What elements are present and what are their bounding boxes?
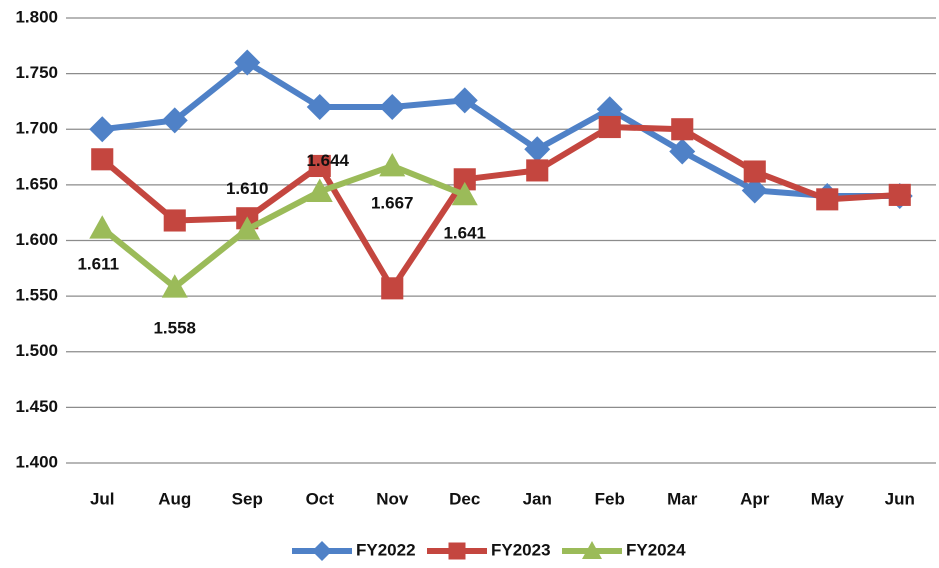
marker	[89, 116, 116, 143]
marker	[816, 188, 839, 211]
x-tick-label: Nov	[376, 489, 409, 508]
x-tick-label: Oct	[306, 489, 335, 508]
marker	[161, 274, 188, 298]
marker	[89, 215, 116, 239]
y-tick-label: 1.400	[15, 452, 58, 471]
marker	[888, 183, 911, 206]
marker	[306, 178, 333, 202]
y-tick-label: 1.500	[15, 341, 58, 360]
x-tick-label: Jun	[885, 489, 915, 508]
marker	[379, 94, 406, 120]
series-line	[100, 124, 900, 292]
marker	[306, 94, 333, 120]
legend-label: FY2022	[356, 540, 416, 559]
marker	[451, 181, 478, 206]
y-tick-label: 1.650	[15, 174, 58, 193]
y-tick-label: 1.550	[15, 286, 58, 305]
x-tick-label: Aug	[158, 489, 191, 508]
x-tick-label: Jan	[523, 489, 552, 508]
marker	[308, 154, 331, 178]
marker	[381, 277, 404, 300]
data-label: 1.641	[443, 223, 486, 242]
marker	[379, 152, 406, 177]
marker	[163, 209, 186, 232]
marker	[161, 107, 188, 134]
marker	[234, 49, 261, 76]
marker	[526, 159, 549, 182]
marker	[312, 541, 332, 561]
marker	[582, 541, 602, 559]
x-tick-label: Sep	[232, 489, 263, 508]
marker	[743, 160, 766, 183]
marker	[669, 138, 696, 165]
y-tick-label: 1.700	[15, 119, 58, 138]
x-tick-label: Jul	[90, 489, 115, 508]
x-tick-label: Dec	[449, 489, 480, 508]
marker	[741, 177, 768, 204]
data-label: 1.644	[306, 151, 349, 170]
x-tick-label: Feb	[595, 489, 625, 508]
marker	[671, 118, 694, 141]
data-label: 1.667	[371, 193, 414, 212]
marker	[234, 216, 261, 240]
data-label: 1.558	[153, 319, 196, 338]
legend-label: FY2024	[626, 540, 686, 559]
series-line	[101, 59, 900, 199]
marker	[598, 115, 621, 139]
marker	[524, 136, 551, 163]
y-tick-label: 1.750	[15, 63, 58, 82]
x-tick-label: Mar	[667, 489, 698, 508]
data-label: 1.611	[77, 255, 119, 274]
y-tick-label: 1.600	[15, 230, 58, 249]
marker	[596, 96, 623, 123]
x-tick-label: Apr	[740, 489, 770, 508]
marker	[453, 168, 476, 191]
x-tick-label: May	[811, 489, 845, 508]
data-label: 1.610	[226, 179, 269, 198]
series-line	[100, 162, 466, 291]
legend-label: FY2023	[491, 540, 551, 559]
y-tick-label: 1.800	[15, 7, 58, 26]
y-tick-label: 1.450	[15, 397, 58, 416]
marker	[91, 148, 114, 171]
marker	[448, 542, 466, 560]
marker	[451, 87, 478, 114]
